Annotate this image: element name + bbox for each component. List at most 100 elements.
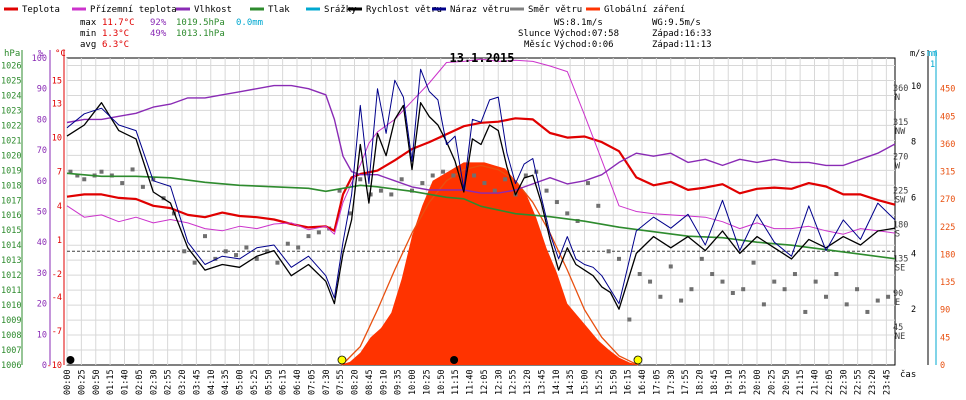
wind-direction-point bbox=[75, 173, 80, 178]
x-tick-label: 00:25 bbox=[77, 369, 87, 395]
legend-label: Globální záření bbox=[604, 5, 685, 15]
rad-tick-label: 225 bbox=[940, 223, 955, 233]
x-tick-label: 09:10 bbox=[379, 369, 389, 395]
stat-avg-label: avg bbox=[80, 40, 96, 50]
legend-label: Vlhkost bbox=[194, 5, 232, 15]
x-tick-label: 13:20 bbox=[523, 369, 533, 395]
x-tick-label: 04:35 bbox=[221, 369, 231, 395]
stat-max-rain: 0.0mm bbox=[236, 18, 263, 28]
hpa-tick-label: 1022 bbox=[1, 121, 21, 131]
x-tick-label: 09:35 bbox=[394, 369, 404, 395]
wind-direction-point bbox=[596, 203, 601, 208]
x-tick-label: 05:00 bbox=[236, 369, 246, 395]
pct-tick-label: 40 bbox=[37, 238, 47, 248]
wind-direction-point bbox=[130, 167, 135, 172]
stat-max-press: 1019.5hPa bbox=[176, 18, 225, 28]
x-tick-label: 02:30 bbox=[149, 369, 159, 395]
pct-tick-label: 60 bbox=[37, 177, 47, 187]
x-tick-label: 03:20 bbox=[178, 369, 188, 395]
rad-tick-label: 180 bbox=[940, 250, 955, 260]
dir-tick-letter: E bbox=[895, 298, 900, 308]
wind-direction-point bbox=[503, 177, 508, 182]
stat-max-temp: 11.7°C bbox=[102, 18, 135, 28]
pct-unit: % bbox=[38, 49, 44, 59]
ms-tick-label: 8 bbox=[911, 138, 916, 148]
dir-tick-value: 225 bbox=[893, 186, 908, 196]
hpa-tick-label: 1012 bbox=[1, 271, 21, 281]
rad-tick-label: 90 bbox=[940, 306, 950, 316]
wind-direction-point bbox=[761, 302, 766, 307]
dir-tick-value: 90 bbox=[893, 289, 903, 299]
wind-direction-point bbox=[782, 287, 787, 292]
x-tick-label: 07:05 bbox=[307, 369, 317, 395]
wind-direction-point bbox=[658, 294, 663, 299]
wind-direction-point bbox=[265, 249, 270, 254]
x-tick-label: 19:10 bbox=[724, 369, 734, 395]
x-tick-label: 22:55 bbox=[854, 369, 864, 395]
stat-max-hum: 92% bbox=[150, 18, 167, 28]
wind-direction-point bbox=[68, 169, 73, 174]
hpa-tick-label: 1023 bbox=[1, 106, 21, 116]
x-tick-label: 07:55 bbox=[336, 369, 346, 395]
clear-sky-radiation-line bbox=[341, 164, 639, 366]
pct-tick-label: 0 bbox=[42, 361, 47, 371]
x-tick-label: 02:05 bbox=[135, 369, 145, 395]
deg-tick-label: 15 bbox=[52, 77, 62, 87]
wind-direction-point bbox=[668, 264, 673, 269]
wind-direction-point bbox=[441, 169, 446, 174]
hpa-unit: hPa bbox=[4, 49, 20, 59]
wind-direction-point bbox=[803, 309, 808, 314]
wind-direction-point bbox=[792, 272, 797, 277]
wind-direction-point bbox=[337, 188, 342, 193]
x-tick-label: 16:15 bbox=[624, 369, 634, 395]
x-tick-label: 07:30 bbox=[322, 369, 332, 395]
dir-tick-letter: N bbox=[895, 93, 900, 103]
dir-tick-value: 135 bbox=[893, 255, 908, 265]
dir-tick-value: 360 bbox=[893, 84, 908, 94]
dir-tick-value: 315 bbox=[893, 118, 908, 128]
x-tick-label: 10:50 bbox=[437, 369, 447, 395]
x-tick-label: 22:30 bbox=[839, 369, 849, 395]
dir-tick-value: 270 bbox=[893, 152, 908, 162]
wind-direction-point bbox=[358, 177, 363, 182]
series-line-tlak bbox=[66, 172, 896, 260]
x-tick-label: 20:00 bbox=[753, 369, 763, 395]
wind-direction-point bbox=[617, 256, 621, 261]
x-tick-label: 13:45 bbox=[537, 369, 547, 395]
x-tick-label: 17:30 bbox=[667, 369, 677, 395]
dir-tick-value: 45 bbox=[893, 323, 903, 333]
wind-direction-point bbox=[451, 173, 456, 178]
x-tick-label: 02:55 bbox=[164, 369, 174, 395]
deg-tick-label: 13 bbox=[52, 99, 62, 109]
rad-tick-label: 360 bbox=[940, 140, 955, 150]
hpa-tick-label: 1018 bbox=[1, 181, 21, 191]
legend-label: Srážky bbox=[324, 5, 357, 15]
dir-tick-letter: NW bbox=[895, 127, 906, 137]
x-tick-label: 17:55 bbox=[681, 369, 691, 395]
legend-label: Tlak bbox=[268, 5, 290, 15]
x-tick-label: 05:50 bbox=[264, 369, 274, 395]
stat-min-temp: 1.3°C bbox=[102, 29, 129, 39]
hpa-tick-label: 1017 bbox=[1, 196, 21, 206]
mm-tick-label: 1 bbox=[930, 60, 935, 70]
x-tick-label: 14:10 bbox=[552, 369, 562, 395]
wind-direction-point bbox=[223, 249, 228, 254]
series-line-vlhkost bbox=[66, 84, 896, 194]
dir-tick-letter: SW bbox=[895, 195, 906, 205]
wind-direction-point bbox=[865, 309, 870, 314]
x-tick-label: 15:00 bbox=[581, 369, 591, 395]
x-tick-label: 19:35 bbox=[739, 369, 749, 395]
x-tick-label: 21:15 bbox=[796, 369, 806, 395]
hpa-tick-label: 1021 bbox=[1, 136, 21, 146]
sun-info-rise: Východ:07:58 bbox=[554, 29, 619, 39]
pct-tick-label: 70 bbox=[37, 146, 47, 156]
dir-tick-value: 180 bbox=[893, 221, 908, 231]
x-tick-label: 06:40 bbox=[293, 369, 303, 395]
x-tick-label: 10:00 bbox=[408, 369, 418, 395]
wind-info-ws: WS:8.1m/s bbox=[554, 18, 603, 28]
deg-unit: °C bbox=[55, 49, 66, 59]
sun-info-set: Západ:16:33 bbox=[652, 29, 712, 39]
deg-tick-label: 7 bbox=[57, 168, 62, 178]
